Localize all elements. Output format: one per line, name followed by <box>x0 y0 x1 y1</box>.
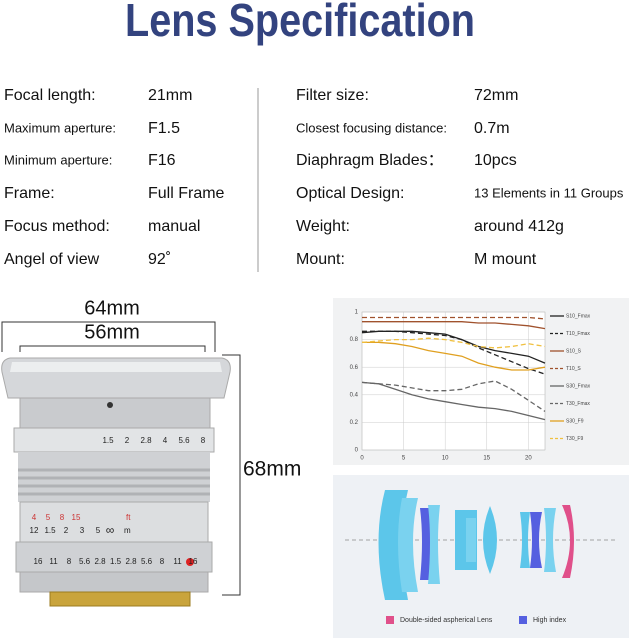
page-title: Lens Specification <box>125 0 475 46</box>
mtf-line <box>362 341 546 371</box>
legend-entry: T30_F9 <box>566 436 583 442</box>
y-tick-label: 0.8 <box>350 337 359 343</box>
spec-label: Focal length: <box>4 87 96 104</box>
legend-entry: T30_Fmax <box>566 401 590 407</box>
spec-value: 10pcs <box>474 152 517 169</box>
lens-marking: 15 <box>72 513 81 522</box>
x-tick-label: 5 <box>402 456 406 462</box>
lens-marking: 8 <box>67 557 72 566</box>
lens-marking: 1.5 <box>102 436 114 445</box>
lens-marking: 5.6 <box>141 557 153 566</box>
lens-marking: m <box>124 526 131 535</box>
spec-value: around 412g <box>474 218 564 235</box>
lens-marking: 5 <box>96 526 101 535</box>
spec-value: F1.5 <box>148 120 180 137</box>
dimension-label: 68mm <box>243 458 301 481</box>
lens-marking: 2 <box>125 436 130 445</box>
mtf-plot <box>361 311 546 451</box>
spec-value: 0.7m <box>474 120 510 137</box>
lens-marking: 5.6 <box>79 557 91 566</box>
lens-marking: 2 <box>64 526 69 535</box>
lens-marking: 11 <box>49 557 58 566</box>
x-tick-label: 15 <box>483 456 490 462</box>
spec-value: 13 Elements in 11 Groups <box>474 185 624 200</box>
lens-marking: 12 <box>30 526 39 535</box>
spec-value: 92˚ <box>148 251 171 268</box>
lens-marking: 2.8 <box>94 557 106 566</box>
spec-value: manual <box>148 218 200 235</box>
lens-marking: ∞ <box>106 523 115 537</box>
dimension-label: 56mm <box>84 321 140 343</box>
y-tick-label: 0.4 <box>350 392 359 398</box>
lens-marking: 4 <box>32 513 37 522</box>
lens-marking: 16 <box>189 557 198 566</box>
y-tick-label: 0.6 <box>350 365 359 371</box>
lens-marking: ft <box>126 513 131 522</box>
spec-label: Frame: <box>4 185 55 202</box>
mtf-line <box>361 330 546 364</box>
y-tick-label: 0.2 <box>350 420 359 426</box>
lens-marking: 8 <box>201 436 206 445</box>
lens-marking: 5 <box>46 513 51 522</box>
mtf-line <box>362 321 546 330</box>
mtf-line <box>361 337 546 349</box>
spec-label: Optical Design: <box>296 185 405 202</box>
legend-entry: T10_Fmax <box>566 331 590 337</box>
spec-label: Weight: <box>296 218 350 235</box>
spec-value: M mount <box>474 251 537 268</box>
lens-illustration <box>1 357 231 607</box>
lens-marking: 1.5 <box>44 526 56 535</box>
lens-diagram <box>345 490 615 624</box>
mtf-chart: 00.20.40.60.810 5 10 15 20S10_FmaxT10_FmaxS1… <box>350 310 591 462</box>
spec-label: Maximum aperture: <box>4 120 116 135</box>
legend-entry: S30_Fmax <box>566 383 591 389</box>
spec-value: 72mm <box>474 87 518 104</box>
spec-label: Closest focusing distance: <box>296 120 447 135</box>
x-tick-label: 0 <box>360 456 364 462</box>
lens-marking: 2.8 <box>125 557 137 566</box>
legend-entry: High index <box>533 617 567 624</box>
spec-label: Filter size: <box>296 87 369 104</box>
lens-marking: 11 <box>173 557 182 566</box>
lens-marking: 8 <box>60 513 65 522</box>
spec-label: Angel of view <box>4 251 100 268</box>
lens-marking: 3 <box>80 526 85 535</box>
lens-marking: 5.6 <box>178 436 190 445</box>
dimension-label: 64mm <box>84 297 140 319</box>
mtf-line <box>362 330 546 375</box>
x-tick-label: 10 <box>442 456 449 462</box>
lens-marking: 16 <box>34 557 43 566</box>
spec-label: Focus method: <box>4 218 110 235</box>
legend-entry: Double-sided aspherical Lens <box>400 617 493 624</box>
lens-marking: 2.8 <box>140 436 152 445</box>
lens-marking: 8 <box>160 557 165 566</box>
spec-value: F16 <box>148 152 176 169</box>
spec-value: 21mm <box>148 87 192 104</box>
legend-entry: S10_Fmax <box>566 313 591 319</box>
lens-marking: 4 <box>163 436 168 445</box>
x-tick-label: 20 <box>525 456 532 462</box>
y-tick-label: 1 <box>355 310 359 316</box>
mtf-line <box>361 381 546 421</box>
spec-label: Mount: <box>296 251 345 268</box>
mtf-line <box>361 380 546 412</box>
lens-marking: 1.5 <box>110 557 122 566</box>
legend-entry: T10_S <box>566 366 581 372</box>
diagram-panel <box>333 475 629 638</box>
dimension-lines <box>1 321 241 596</box>
y-tick-label: 0 <box>355 448 359 454</box>
spec-value: Full Frame <box>148 185 225 202</box>
legend-entry: S10_S <box>566 348 582 354</box>
spec-label: Minimum aperture: <box>4 152 112 167</box>
spec-label: Diaphragm Blades： <box>296 152 444 169</box>
legend-entry: S30_F9 <box>566 418 584 424</box>
mtf-line <box>362 316 546 320</box>
